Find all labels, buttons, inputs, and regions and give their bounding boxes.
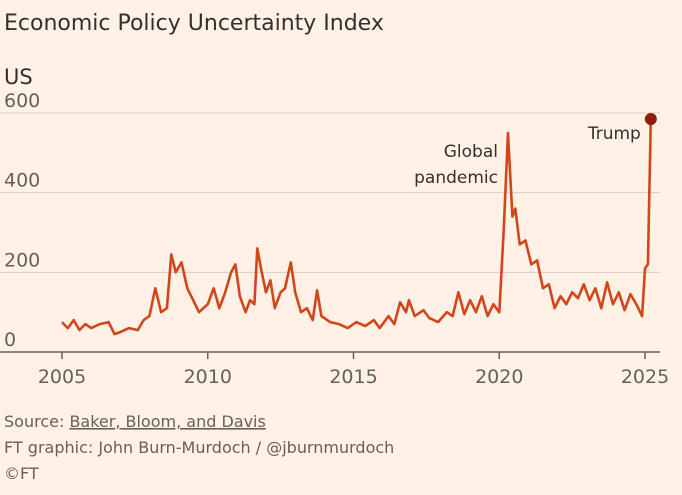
- x-tick-label: 2025: [621, 366, 669, 388]
- credit: FT graphic: John Burn-Murdoch / @jburnmu…: [4, 438, 394, 457]
- source-prefix: Source:: [4, 412, 69, 431]
- end-marker: [644, 112, 657, 125]
- y-tick-label: 200: [4, 249, 40, 271]
- data-line: [61, 118, 653, 336]
- chart-title: Economic Policy Uncertainty Index: [4, 11, 384, 36]
- y-tick-label: 0: [4, 329, 16, 351]
- source: Source: Baker, Bloom, and Davis: [4, 412, 266, 431]
- y-tick-label: 400: [4, 170, 40, 192]
- source-link[interactable]: Baker, Bloom, and Davis: [69, 412, 265, 431]
- x-tick-label: 2005: [38, 366, 86, 388]
- x-tick-label: 2010: [184, 366, 232, 388]
- annotation: Global: [444, 142, 498, 162]
- annotation: pandemic: [414, 168, 498, 188]
- annotation: Trump: [587, 124, 641, 144]
- chart-subtitle: US: [4, 65, 33, 89]
- x-tick-label: 2020: [475, 366, 523, 388]
- copyright: ©FT: [4, 464, 39, 483]
- y-tick-label: 600: [4, 90, 40, 112]
- x-tick-label: 2015: [329, 366, 377, 388]
